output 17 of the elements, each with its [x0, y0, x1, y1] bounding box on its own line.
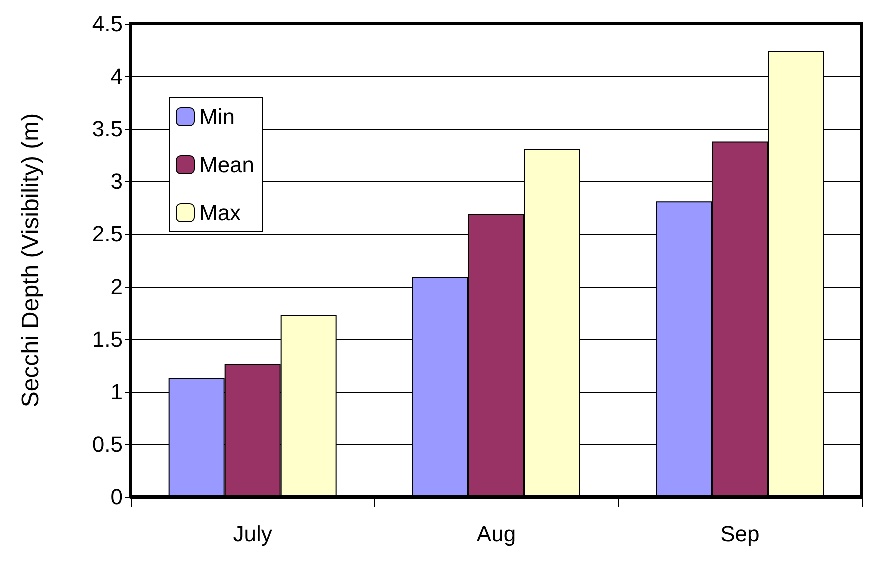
- y-tick-label: 3.5: [92, 116, 123, 142]
- y-tick-label: 4: [110, 64, 123, 90]
- legend-label: Max: [200, 200, 242, 226]
- y-tick-label: 4.5: [92, 12, 123, 36]
- y-tick-label: 2.5: [92, 222, 123, 247]
- y-tick-label: 2: [110, 274, 123, 300]
- legend-label: Mean: [200, 152, 255, 178]
- y-tick-label: 0: [110, 484, 123, 510]
- x-tick-label: Sep: [720, 522, 760, 546]
- x-tick-label: Aug: [476, 522, 516, 546]
- y-tick-label: 0.5: [92, 432, 123, 457]
- y-tick-label: 3: [110, 169, 123, 194]
- y-tick-label: 1.5: [92, 326, 123, 352]
- y-axis-title: Secchi Depth (Visibility) (m): [18, 113, 44, 408]
- legend-label: Min: [200, 104, 235, 130]
- y-tick-label: 1: [110, 379, 123, 404]
- x-tick-label: July: [233, 522, 272, 546]
